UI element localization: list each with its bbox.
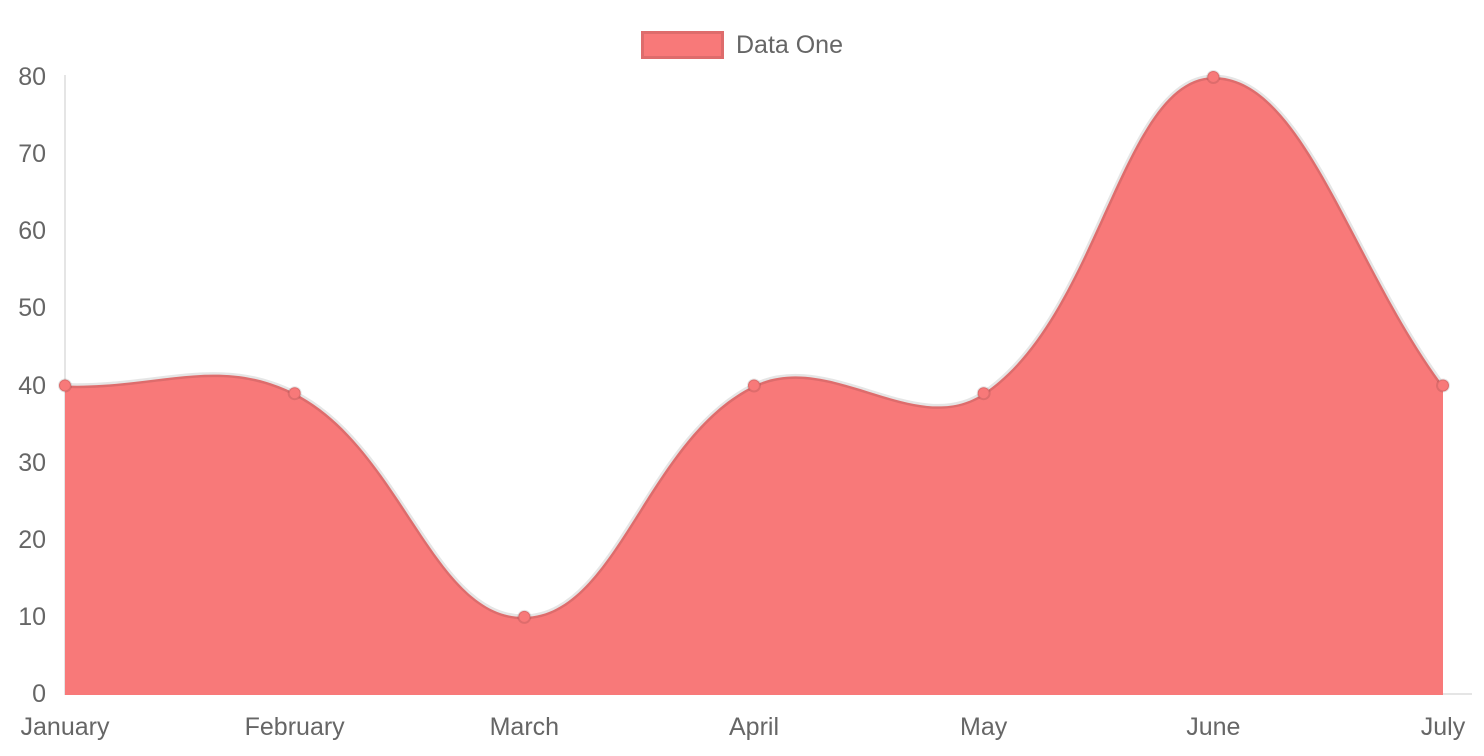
x-tick-label-february: February — [244, 713, 345, 741]
x-tick-label-may: May — [960, 713, 1008, 741]
data-point-june[interactable] — [1206, 70, 1221, 84]
series-line — [62, 74, 1446, 620]
data-point-july[interactable] — [1436, 378, 1450, 393]
y-tick-label-50: 50 — [18, 294, 46, 323]
y-tick-label-70: 70 — [18, 140, 46, 169]
legend: Data One — [0, 31, 1484, 59]
data-point-may[interactable] — [976, 386, 991, 401]
y-tick-label-80: 80 — [18, 63, 46, 91]
legend-swatch — [640, 31, 724, 59]
legend-label: Data One — [735, 31, 843, 59]
y-tick-label-60: 60 — [18, 217, 46, 246]
x-tick-label-march: March — [489, 713, 560, 741]
data-point-march[interactable] — [517, 609, 532, 624]
x-tick-label-january: January — [20, 713, 110, 741]
y-tick-label-0: 0 — [32, 680, 46, 708]
x-tick-label-june: June — [1186, 713, 1241, 741]
data-point-february[interactable] — [287, 386, 302, 401]
y-tick-label-40: 40 — [18, 371, 46, 400]
y-tick-label-10: 10 — [18, 602, 46, 631]
x-tick-label-april: April — [728, 713, 780, 741]
data-point-april[interactable] — [747, 378, 761, 393]
x-tick-label-july: July — [1420, 713, 1466, 741]
y-tick-label-30: 30 — [18, 448, 46, 477]
data-point-january[interactable] — [58, 378, 72, 393]
legend-item-data-one[interactable]: Data One — [640, 31, 843, 59]
y-tick-label-20: 20 — [18, 525, 46, 554]
